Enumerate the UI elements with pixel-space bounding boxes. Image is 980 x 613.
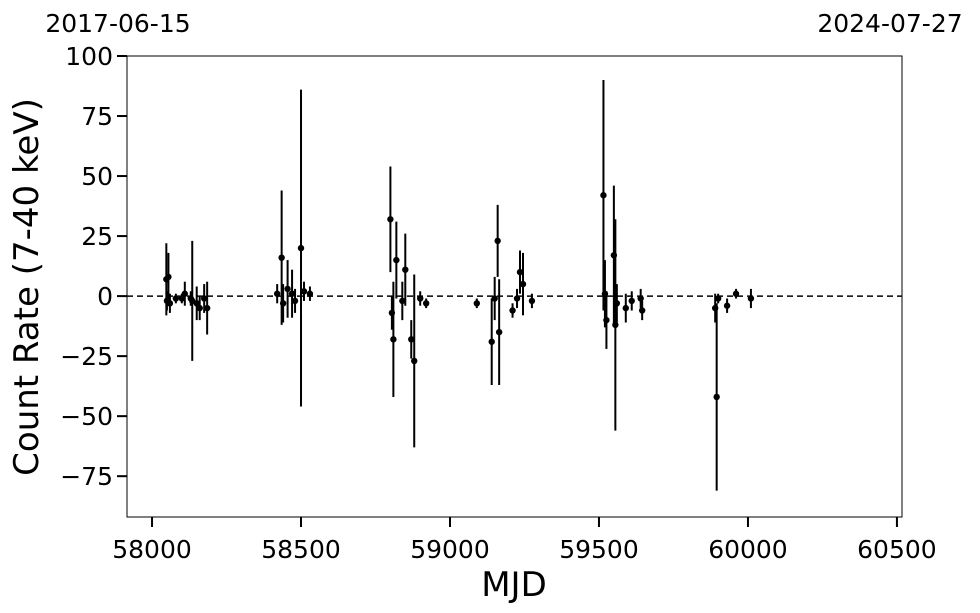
data-point — [172, 295, 180, 302]
data-point — [713, 393, 720, 401]
data-point — [714, 295, 722, 302]
data-point — [473, 300, 481, 307]
y-tick-label: 100 — [65, 42, 113, 71]
data-point — [637, 295, 644, 302]
data-point — [273, 290, 281, 297]
top-left-label: 2017-06-15 — [45, 9, 190, 38]
data-point — [491, 295, 498, 302]
x-tick-label: 60000 — [708, 535, 788, 564]
plot-frame — [126, 55, 903, 518]
top-right-label: 2024-07-27 — [817, 9, 962, 38]
y-tick-label: 25 — [81, 222, 113, 251]
data-point — [628, 297, 635, 305]
data-point — [723, 302, 731, 309]
data-point — [284, 285, 291, 293]
data-point — [196, 304, 203, 312]
data-point — [166, 300, 174, 307]
data-point — [416, 295, 424, 302]
data-point — [488, 338, 495, 345]
y-tick-label: 50 — [81, 162, 113, 191]
x-axis-label: MJD — [481, 565, 547, 605]
data-point — [747, 295, 755, 302]
data-point — [494, 237, 501, 245]
data-point — [422, 300, 430, 307]
data-point — [613, 300, 621, 307]
y-tick-label: −25 — [60, 342, 113, 371]
x-tick-label: 59500 — [559, 535, 639, 564]
y-axis-label: Count Rate (7-40 keV) — [7, 98, 47, 476]
data-point — [278, 254, 285, 261]
data-point — [399, 297, 406, 305]
data-point — [387, 216, 394, 223]
data-point — [509, 307, 516, 314]
y-tick-label: −50 — [60, 402, 113, 431]
y-tick-label: 75 — [81, 102, 113, 131]
x-tick-label: 59000 — [410, 535, 490, 564]
x-tick-label: 60500 — [857, 535, 937, 564]
data-point — [732, 290, 740, 297]
data-point — [291, 297, 299, 305]
data-point — [306, 290, 314, 297]
data-point — [393, 256, 400, 264]
data-point — [402, 266, 409, 273]
data-point — [300, 288, 308, 295]
data-point — [181, 290, 189, 297]
data-point — [519, 280, 527, 288]
data-point — [203, 304, 211, 312]
data-point — [288, 290, 296, 297]
data-point — [279, 300, 287, 307]
data-point — [612, 321, 619, 329]
data-point — [411, 357, 418, 365]
y-tick-label: −75 — [60, 462, 113, 491]
data-point — [297, 244, 305, 252]
data-point — [528, 297, 536, 305]
data-point — [200, 295, 208, 302]
data-point — [408, 336, 415, 343]
data-point — [603, 316, 610, 324]
data-point — [622, 304, 629, 312]
data-point — [165, 273, 172, 281]
data-point — [600, 192, 607, 199]
y-tick-label: 0 — [97, 282, 113, 311]
x-tick-label: 58000 — [112, 535, 192, 564]
data-point — [516, 268, 524, 276]
data-point — [390, 336, 397, 343]
data-point — [178, 295, 186, 302]
data-point — [495, 328, 503, 336]
data-point — [638, 307, 646, 314]
x-tick-label: 58500 — [261, 535, 341, 564]
data-point — [193, 300, 200, 307]
data-point — [513, 295, 521, 302]
